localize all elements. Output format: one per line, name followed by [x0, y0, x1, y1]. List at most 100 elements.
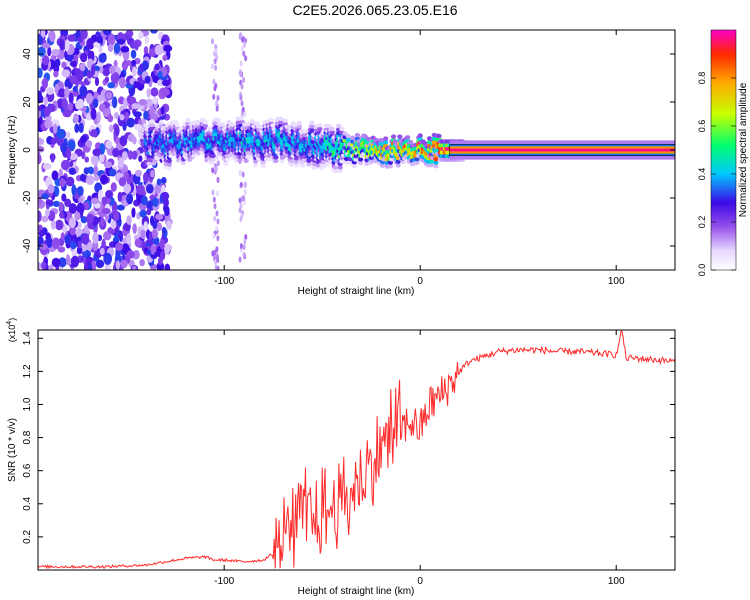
- heatmap-cell: [92, 98, 99, 108]
- heatmap-cell: [185, 117, 191, 123]
- heatmap-cell: [64, 39, 70, 52]
- heatmap-cell: [41, 42, 51, 49]
- heatmap-cell: [306, 158, 312, 163]
- heatmap-cell: [414, 160, 420, 165]
- heatmap-cell: [134, 41, 139, 51]
- heatmap-cell: [93, 174, 100, 182]
- heatmap-cell: [138, 155, 143, 163]
- heatmap-cell: [98, 45, 103, 53]
- heatmap-cell: [300, 163, 306, 168]
- heatmap-cell: [68, 217, 77, 229]
- heatmap-cell: [121, 243, 130, 254]
- heatmap-cell: [69, 153, 78, 160]
- heatmap-cell: [241, 35, 245, 42]
- heatmap-cell: [257, 124, 263, 129]
- heatmap-cell: [107, 43, 114, 53]
- heatmap-cell: [215, 105, 219, 112]
- x-tick-label: 0: [417, 576, 423, 587]
- heatmap-cell: [113, 42, 121, 54]
- heatmap-cell: [164, 263, 171, 270]
- heatmap-cell: [123, 183, 132, 194]
- heatmap-cell: [86, 213, 95, 224]
- heatmap-cell: [309, 124, 315, 129]
- heatmap-cell: [417, 133, 423, 138]
- heatmap-cell: [146, 88, 151, 98]
- heatmap-cell: [162, 54, 168, 62]
- heatmap-cell: [46, 237, 53, 248]
- heatmap-cell: [216, 177, 220, 184]
- heatmap-cell: [128, 96, 137, 106]
- heatmap-cell: [68, 160, 74, 168]
- heatmap-cell: [351, 163, 357, 169]
- heatmap-cell: [44, 119, 53, 129]
- heatmap-cell: [156, 178, 162, 186]
- heatmap-cell: [140, 229, 146, 240]
- heatmap-cell: [69, 60, 77, 67]
- heatmap-cell: [84, 156, 90, 163]
- heatmap-cell: [132, 249, 140, 260]
- heatmap-cell: [120, 46, 130, 53]
- heatmap-cell: [243, 158, 249, 164]
- heatmap-cell: [161, 226, 167, 235]
- heatmap-cell: [61, 193, 67, 202]
- snr-y-multiplier: (x104): [6, 318, 17, 342]
- heatmap-cell: [86, 241, 93, 252]
- heatmap-cell: [41, 55, 50, 66]
- heatmap-cell: [97, 94, 103, 102]
- heatmap-cell: [92, 231, 99, 244]
- heatmap-cell: [400, 159, 406, 165]
- heatmap-cell: [98, 65, 104, 74]
- snr-x-label: Height of straight line (km): [298, 586, 415, 597]
- heatmap-cell: [161, 191, 170, 201]
- heatmap-cell: [71, 249, 78, 258]
- spectrogram-x-label: Height of straight line (km): [298, 286, 415, 297]
- heatmap-cell: [87, 50, 93, 61]
- heatmap-cell: [90, 154, 99, 166]
- heatmap-cell: [395, 163, 401, 168]
- heatmap-cell: [117, 191, 123, 202]
- heatmap-cell: [94, 77, 100, 87]
- heatmap-cell: [306, 162, 312, 167]
- heatmap-cell: [296, 120, 303, 126]
- heatmap-cell: [131, 59, 137, 67]
- heatmap-cell: [71, 184, 77, 196]
- heatmap-cell: [38, 261, 42, 270]
- heatmap-cell: [48, 30, 56, 43]
- heatmap-cell: [211, 189, 215, 196]
- heatmap-cell: [154, 63, 160, 71]
- heatmap-cell: [121, 60, 129, 71]
- colorbar-tick-label: 0.0: [697, 264, 707, 277]
- heatmap-cell: [100, 174, 108, 185]
- heatmap-cell: [80, 30, 88, 40]
- heatmap-cell: [240, 100, 244, 107]
- heatmap-cell: [436, 133, 442, 139]
- heatmap-cell: [126, 215, 132, 225]
- spectrogram-x-ticks: -100 0 100: [214, 30, 625, 287]
- heatmap-cell: [139, 209, 147, 218]
- heatmap-cell: [73, 113, 79, 124]
- heatmap-cell: [60, 142, 68, 154]
- heatmap-cell: [110, 220, 117, 230]
- heatmap-cell: [155, 222, 163, 232]
- heatmap-cell: [329, 130, 335, 135]
- heatmap-cell: [339, 126, 345, 132]
- heatmap-cell: [78, 122, 84, 134]
- heatmap-cell: [79, 52, 88, 63]
- heatmap-cell: [180, 160, 187, 166]
- heatmap-cell: [126, 193, 134, 205]
- heatmap-cell: [337, 165, 343, 170]
- heatmap-cell: [212, 196, 216, 203]
- heatmap-cell: [216, 235, 220, 242]
- heatmap-cell: [83, 262, 89, 270]
- heatmap-cell: [92, 148, 102, 157]
- heatmap-cell: [159, 239, 165, 250]
- heatmap-cell: [102, 30, 112, 36]
- heatmap-cell: [238, 197, 242, 204]
- heatmap-cell: [161, 79, 171, 87]
- heatmap-cell: [126, 250, 135, 259]
- heatmap-cell: [67, 102, 73, 111]
- heatmap-cell: [252, 159, 259, 164]
- heatmap-cell: [55, 219, 64, 231]
- heatmap-cell: [134, 238, 142, 248]
- heatmap-cell: [242, 195, 246, 202]
